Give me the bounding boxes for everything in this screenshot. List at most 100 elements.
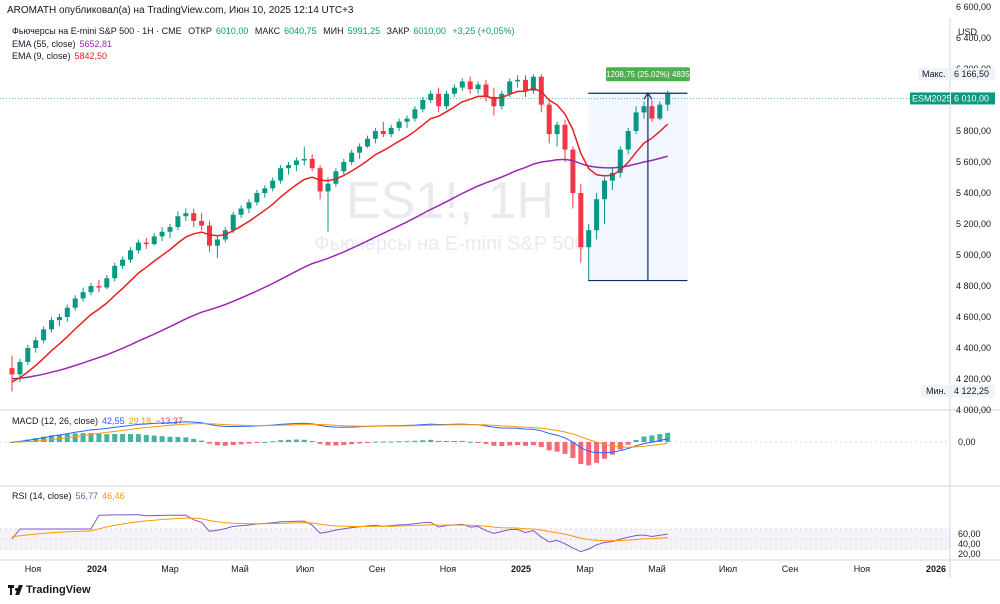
- candle[interactable]: [49, 320, 54, 330]
- candle[interactable]: [309, 158, 315, 169]
- candle[interactable]: [349, 152, 355, 162]
- candle[interactable]: [301, 158, 307, 161]
- candle[interactable]: [562, 124, 568, 150]
- ema9-legend[interactable]: EMA (9, close) 5842,50: [12, 51, 111, 61]
- candle[interactable]: [388, 127, 394, 135]
- candle[interactable]: [515, 79, 521, 82]
- candle[interactable]: [143, 242, 149, 245]
- candle[interactable]: [586, 230, 592, 248]
- candle[interactable]: [570, 149, 576, 193]
- candle[interactable]: [238, 208, 244, 215]
- candle[interactable]: [467, 81, 473, 90]
- rsi-line[interactable]: [11, 514, 668, 553]
- candle[interactable]: [641, 106, 647, 113]
- candle[interactable]: [412, 109, 418, 119]
- candle[interactable]: [293, 160, 299, 166]
- candle[interactable]: [128, 250, 133, 260]
- candle[interactable]: [420, 100, 426, 110]
- macd-legend[interactable]: MACD (12, 26, close) 42,55 29,18 −13,37: [12, 416, 187, 426]
- candle[interactable]: [41, 329, 47, 341]
- candle[interactable]: [25, 348, 31, 362]
- candle[interactable]: [428, 93, 434, 100]
- candle[interactable]: [325, 183, 331, 192]
- candle[interactable]: [230, 214, 236, 231]
- candle[interactable]: [665, 93, 671, 105]
- candle[interactable]: [80, 292, 86, 299]
- candle[interactable]: [649, 106, 655, 119]
- candle[interactable]: [135, 242, 141, 251]
- candle[interactable]: [262, 188, 268, 193]
- candle[interactable]: [372, 131, 378, 139]
- measure-label-box[interactable]: [605, 67, 690, 82]
- candle[interactable]: [270, 180, 276, 189]
- candle[interactable]: [183, 213, 189, 217]
- candle[interactable]: [9, 368, 15, 375]
- symbol-title[interactable]: Фьючерсы на E-mini S&P 500 · 1H · CME: [12, 26, 182, 36]
- candle[interactable]: [365, 138, 370, 147]
- candle[interactable]: [451, 87, 457, 94]
- candle[interactable]: [491, 96, 497, 107]
- candle[interactable]: [546, 104, 552, 135]
- candle[interactable]: [404, 118, 410, 122]
- candle[interactable]: [64, 307, 70, 317]
- candle[interactable]: [214, 239, 220, 246]
- candle[interactable]: [530, 76, 536, 91]
- price-tick: 5 400,00: [956, 188, 991, 198]
- signal-line[interactable]: [11, 422, 668, 448]
- candle[interactable]: [657, 104, 663, 119]
- candle[interactable]: [167, 227, 173, 232]
- candle[interactable]: [507, 81, 513, 94]
- candle[interactable]: [56, 317, 62, 321]
- candle[interactable]: [33, 340, 39, 348]
- candle[interactable]: [594, 199, 600, 231]
- candle[interactable]: [120, 259, 126, 266]
- candle[interactable]: [191, 213, 197, 221]
- candle[interactable]: [380, 131, 386, 135]
- candle[interactable]: [578, 193, 584, 248]
- candle[interactable]: [254, 193, 260, 203]
- candle[interactable]: [617, 149, 623, 173]
- candle[interactable]: [286, 165, 291, 169]
- candle[interactable]: [554, 124, 560, 135]
- candle[interactable]: [246, 202, 252, 209]
- candle[interactable]: [602, 180, 607, 200]
- candle[interactable]: [88, 286, 94, 293]
- candle[interactable]: [17, 361, 23, 375]
- rsi-ma-line[interactable]: [11, 517, 668, 542]
- ema55-legend[interactable]: EMA (55, close) 5652,81: [12, 39, 116, 49]
- price-tick: 6 600,00: [956, 2, 991, 12]
- candle[interactable]: [151, 236, 157, 245]
- candle[interactable]: [609, 172, 615, 181]
- candle[interactable]: [207, 225, 212, 246]
- measure-area: [588, 93, 688, 281]
- candle[interactable]: [436, 93, 442, 107]
- candle[interactable]: [96, 286, 102, 288]
- candle[interactable]: [341, 162, 347, 172]
- candle[interactable]: [72, 298, 78, 308]
- candle[interactable]: [625, 131, 631, 150]
- candle[interactable]: [459, 81, 465, 88]
- ema55-line[interactable]: [11, 155, 668, 380]
- candle[interactable]: [333, 171, 339, 184]
- ema9-line[interactable]: [11, 87, 669, 383]
- candle[interactable]: [483, 84, 489, 97]
- candle[interactable]: [499, 93, 505, 107]
- macd-line[interactable]: [11, 421, 668, 454]
- candle[interactable]: [357, 146, 363, 153]
- tradingview-brand[interactable]: TradingView: [8, 584, 91, 596]
- candle[interactable]: [104, 278, 110, 288]
- candle[interactable]: [112, 265, 118, 279]
- candle[interactable]: [538, 76, 544, 105]
- candle[interactable]: [159, 231, 165, 237]
- candle[interactable]: [633, 112, 639, 131]
- candle[interactable]: [475, 84, 481, 90]
- candle[interactable]: [278, 168, 284, 181]
- rsi-legend[interactable]: RSI (14, close) 56,77 46,46: [12, 491, 129, 501]
- candle[interactable]: [199, 220, 205, 226]
- candle[interactable]: [523, 79, 528, 91]
- candle[interactable]: [444, 93, 449, 107]
- tradingview-label: TradingView: [26, 584, 91, 596]
- candle[interactable]: [175, 216, 181, 228]
- candle[interactable]: [396, 121, 402, 128]
